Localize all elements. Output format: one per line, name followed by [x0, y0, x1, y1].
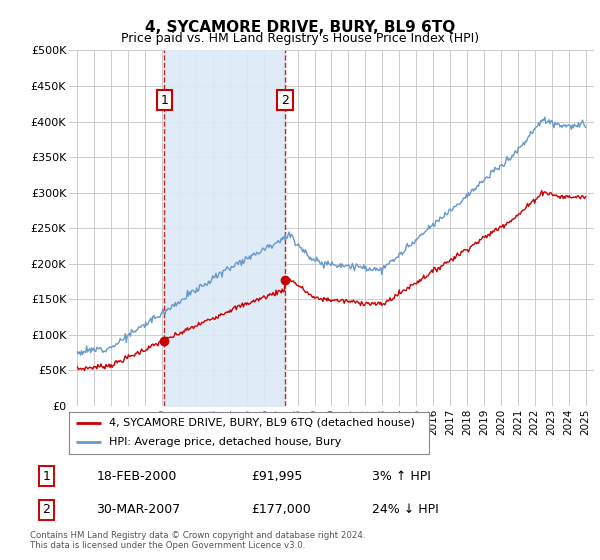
Text: 4, SYCAMORE DRIVE, BURY, BL9 6TQ: 4, SYCAMORE DRIVE, BURY, BL9 6TQ — [145, 20, 455, 35]
Text: HPI: Average price, detached house, Bury: HPI: Average price, detached house, Bury — [109, 437, 341, 447]
Text: 4, SYCAMORE DRIVE, BURY, BL9 6TQ (detached house): 4, SYCAMORE DRIVE, BURY, BL9 6TQ (detach… — [109, 418, 415, 428]
Text: 2: 2 — [43, 503, 50, 516]
Text: £177,000: £177,000 — [251, 503, 311, 516]
Text: 1: 1 — [43, 470, 50, 483]
Text: 1: 1 — [160, 94, 168, 107]
Text: Contains HM Land Registry data © Crown copyright and database right 2024.
This d: Contains HM Land Registry data © Crown c… — [30, 531, 365, 550]
Text: 3% ↑ HPI: 3% ↑ HPI — [372, 470, 431, 483]
Text: 30-MAR-2007: 30-MAR-2007 — [96, 503, 181, 516]
Text: 2: 2 — [281, 94, 289, 107]
Text: £91,995: £91,995 — [251, 470, 302, 483]
Text: Price paid vs. HM Land Registry's House Price Index (HPI): Price paid vs. HM Land Registry's House … — [121, 32, 479, 45]
Text: 18-FEB-2000: 18-FEB-2000 — [96, 470, 176, 483]
Text: 24% ↓ HPI: 24% ↓ HPI — [372, 503, 439, 516]
